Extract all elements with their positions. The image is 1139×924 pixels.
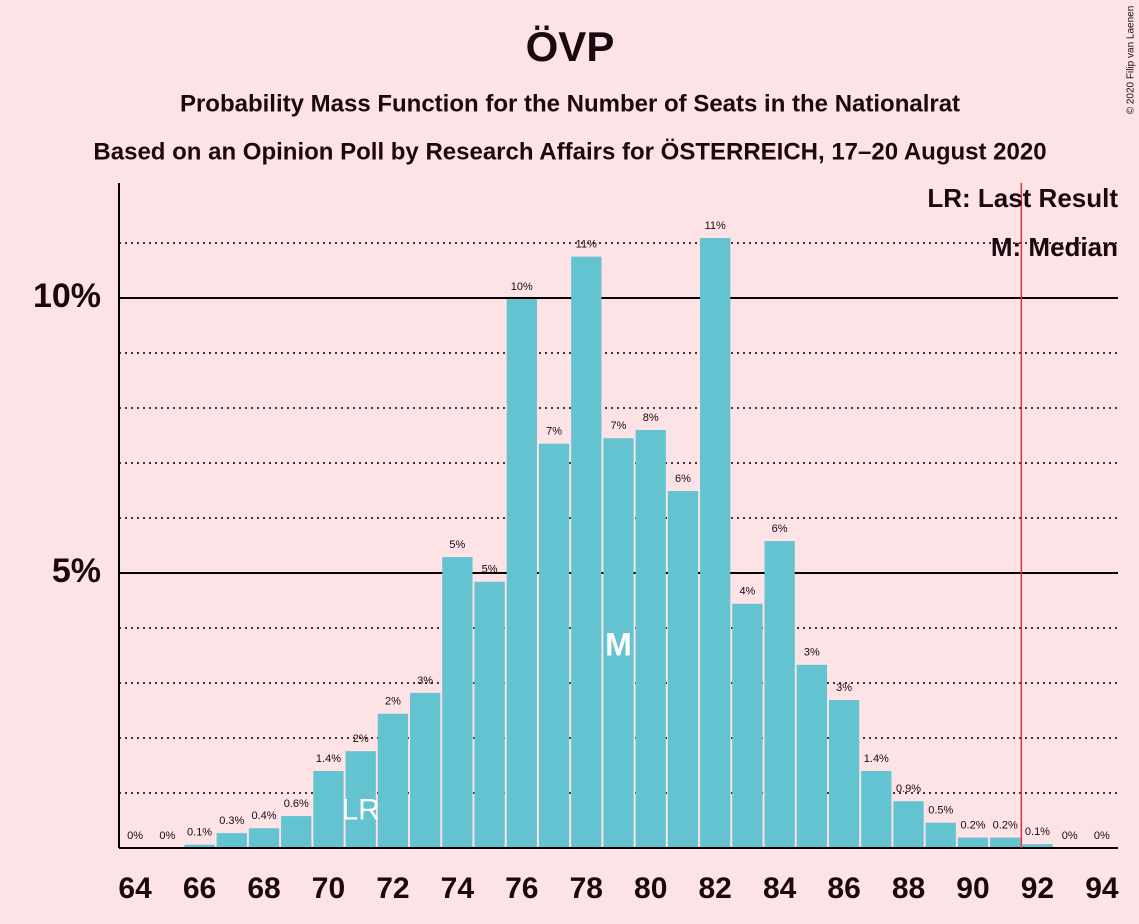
bar	[571, 256, 602, 848]
value-label: 0%	[159, 830, 175, 842]
bar	[1022, 844, 1053, 848]
bar	[667, 491, 699, 848]
bar	[184, 844, 215, 848]
copyright: © 2020 Filip van Laenen	[1126, 6, 1137, 115]
bar	[216, 833, 247, 848]
value-label: 0.9%	[896, 783, 921, 795]
value-label: 2%	[353, 733, 369, 745]
value-label: 0.5%	[928, 805, 953, 817]
value-label: 5%	[449, 539, 465, 551]
bar	[603, 438, 634, 848]
x-tick-label: 84	[763, 872, 797, 905]
value-label: 0.3%	[219, 815, 244, 827]
value-label: 6%	[675, 473, 691, 485]
value-label: 0.2%	[960, 819, 985, 831]
value-label: 11%	[576, 239, 597, 251]
bar	[893, 801, 924, 848]
bar	[506, 299, 537, 848]
bar	[796, 664, 828, 848]
value-label: 5%	[482, 564, 498, 576]
x-tick-label: 72	[376, 872, 409, 905]
bar	[828, 700, 860, 848]
value-label: 1.4%	[316, 753, 341, 765]
bar	[861, 770, 892, 848]
x-tick-label: 70	[312, 872, 345, 905]
x-tick-label: 88	[892, 872, 925, 905]
bar	[700, 238, 731, 848]
bar	[248, 828, 280, 848]
chart-subtitle: Based on an Opinion Poll by Research Aff…	[93, 138, 1046, 165]
value-label: 0.1%	[1025, 826, 1050, 838]
value-label: 3%	[417, 675, 433, 687]
bar	[281, 816, 312, 848]
value-label: 1.4%	[864, 753, 889, 765]
bar	[990, 837, 1021, 848]
value-label: 0%	[1094, 830, 1110, 842]
legend-entry: M: Median	[991, 232, 1118, 262]
value-label: 7%	[611, 420, 627, 432]
value-label: 8%	[643, 412, 659, 424]
x-tick-label: 78	[570, 872, 603, 905]
y-tick-label: 5%	[52, 552, 101, 590]
x-tick-label: 86	[827, 872, 860, 905]
value-label: 0%	[1062, 830, 1078, 842]
bar	[635, 429, 666, 848]
bar	[442, 557, 473, 848]
bar	[409, 692, 441, 848]
y-tick-label: 10%	[33, 277, 101, 315]
value-label: 0.4%	[251, 810, 276, 822]
x-tick-label: 64	[118, 872, 152, 905]
value-label: 0.1%	[187, 827, 212, 839]
value-label: 0%	[127, 830, 143, 842]
bar	[957, 837, 989, 848]
chart-subtitle: Probability Mass Function for the Number…	[180, 90, 960, 117]
bar	[345, 751, 376, 848]
bar	[538, 443, 570, 848]
x-tick-label: 94	[1085, 872, 1119, 905]
x-tick-label: 92	[1021, 872, 1054, 905]
value-label: 11%	[705, 220, 726, 232]
last-result-marker: LR	[342, 794, 380, 827]
value-label: 10%	[511, 281, 533, 293]
x-tick-label: 76	[505, 872, 538, 905]
value-label: 2%	[385, 696, 401, 708]
x-tick-label: 66	[183, 872, 216, 905]
median-marker: M	[605, 626, 632, 662]
bar	[925, 822, 956, 848]
x-tick-label: 74	[441, 872, 475, 905]
legend-entry: LR: Last Result	[927, 183, 1118, 213]
value-label: 0.6%	[284, 798, 309, 810]
value-label: 4%	[739, 586, 755, 598]
x-tick-label: 80	[634, 872, 667, 905]
value-label: 7%	[546, 426, 562, 438]
bar	[732, 603, 763, 848]
x-tick-label: 82	[698, 872, 731, 905]
x-tick-label: 68	[247, 872, 280, 905]
value-label: 0.2%	[993, 819, 1018, 831]
value-label: 3%	[804, 647, 820, 659]
bar	[474, 581, 505, 848]
bar	[377, 713, 409, 848]
value-label: 3%	[836, 682, 852, 694]
x-tick-label: 90	[956, 872, 989, 905]
bar	[313, 770, 344, 848]
value-label: 6%	[772, 523, 788, 535]
bar	[764, 541, 795, 848]
chart-title: ÖVP	[526, 23, 615, 70]
